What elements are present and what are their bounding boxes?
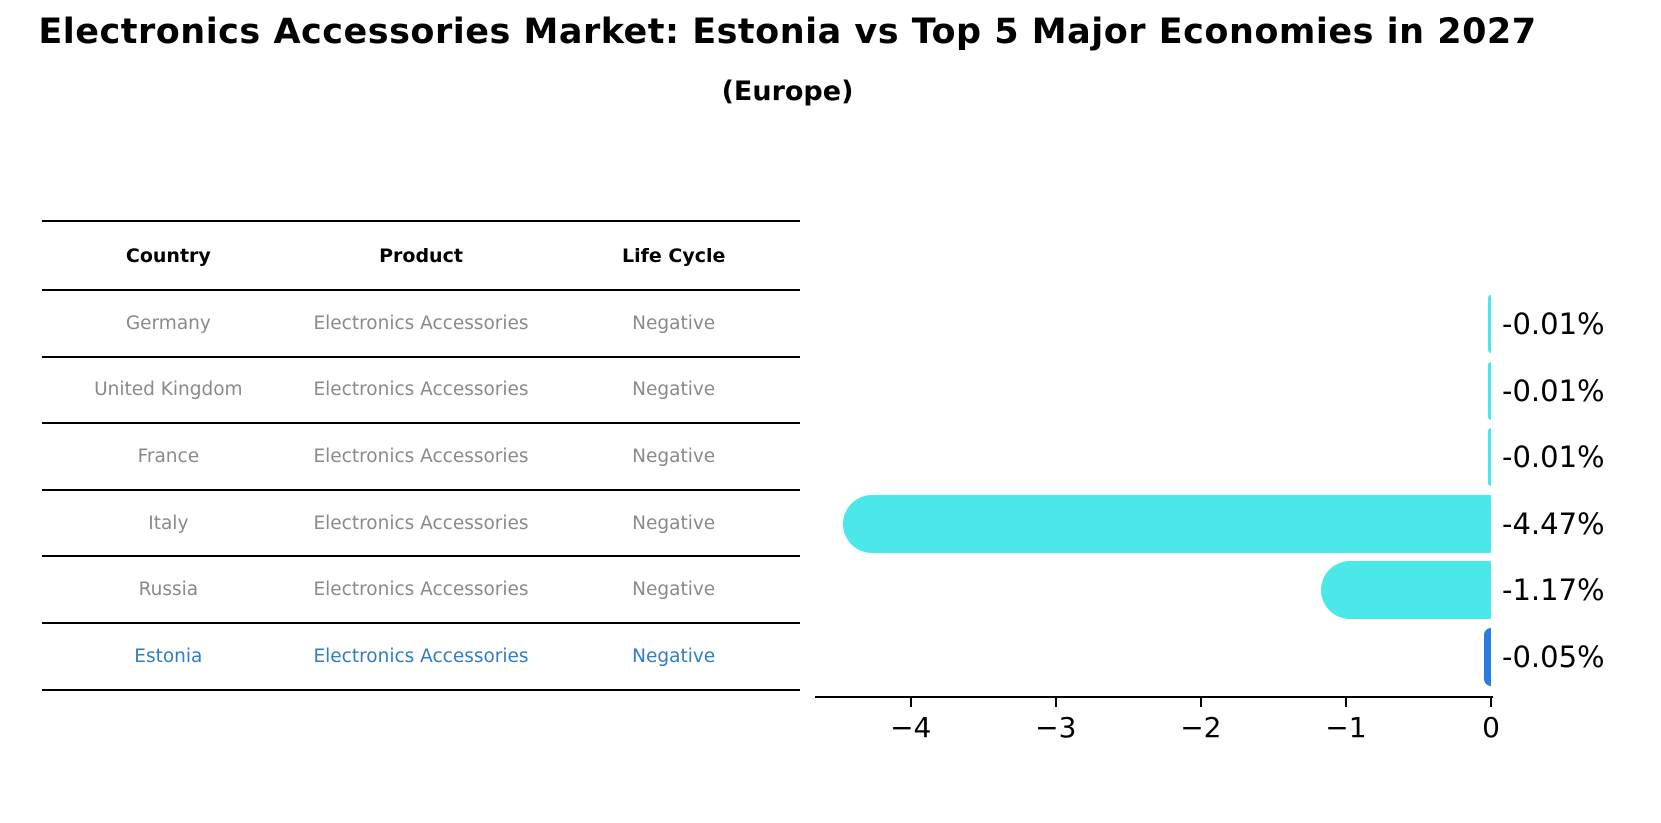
country-table: Country Product Life Cycle Germany Electron… <box>42 220 800 691</box>
chart-subtitle: (Europe) <box>721 76 854 107</box>
bar-value-label: -0.01% <box>1502 307 1605 341</box>
x-tick <box>1344 698 1347 707</box>
table-row: Germany Electronics Accessories Negative <box>42 291 800 358</box>
table-cell-product: Electronics Accessories <box>313 579 529 601</box>
table-cell-country: United Kingdom <box>94 379 243 401</box>
table-cell-country: Estonia <box>134 645 203 667</box>
table-cell-life_cycle: Negative <box>632 645 716 667</box>
table-cell-product: Electronics Accessories <box>313 312 529 334</box>
table-body: Germany Electronics Accessories Negative Un… <box>42 291 800 691</box>
x-tick <box>1490 698 1492 707</box>
table-cell-life_cycle: Negative <box>632 512 716 534</box>
x-tick-label: −1 <box>1325 711 1367 744</box>
table-cell-country: France <box>137 445 200 467</box>
bar-value-label: -1.17% <box>1502 573 1605 608</box>
bar-france <box>1488 428 1491 487</box>
bar-russia <box>1321 561 1491 620</box>
table-header-row: Country Product Life Cycle <box>42 222 800 291</box>
x-axis-line <box>815 696 1493 698</box>
table-cell-product: Electronics Accessories <box>313 512 529 534</box>
table-cell-product: Electronics Accessories <box>313 445 529 467</box>
x-tick-label: −4 <box>890 711 932 744</box>
bar-united-kingdom <box>1488 361 1491 420</box>
table-row: Italy Electronics Accessories Negative <box>42 491 800 558</box>
bar-germany <box>1488 295 1491 353</box>
table-cell-country: Germany <box>125 312 211 334</box>
bar-italy <box>842 494 1491 553</box>
x-tick-label: −3 <box>1035 711 1077 744</box>
table-header-cell: Country <box>125 244 211 267</box>
table-cell-product: Electronics Accessories <box>313 645 529 667</box>
bar-value-label: -0.01% <box>1502 440 1605 475</box>
table-header-cell: Product <box>379 244 463 267</box>
table-row: Russia Electronics Accessories Negative <box>42 557 800 624</box>
table-row: Estonia Electronics Accessories Negative <box>42 624 800 691</box>
bar-estonia <box>1483 628 1491 686</box>
bar-value-label: -4.47% <box>1502 506 1605 541</box>
table-cell-product: Electronics Accessories <box>313 379 529 401</box>
bar-value-label: -0.05% <box>1502 640 1605 674</box>
table-row: United Kingdom Electronics Accessories Neg… <box>42 358 800 425</box>
table-cell-life_cycle: Negative <box>632 445 716 467</box>
x-tick-label: 0 <box>1482 711 1500 744</box>
table-cell-life_cycle: Negative <box>632 312 716 334</box>
x-tick <box>1054 698 1057 707</box>
chart-title: Electronics Accessories Market: Estonia … <box>38 12 1537 52</box>
table-cell-country: Italy <box>148 512 189 534</box>
x-tick-label: −2 <box>1180 711 1222 744</box>
table-row: France Electronics Accessories Negative <box>42 424 800 491</box>
table-cell-life_cycle: Negative <box>632 379 716 401</box>
bar-value-label: -0.01% <box>1502 373 1605 408</box>
table-cell-life_cycle: Negative <box>632 579 716 601</box>
table-cell-country: Russia <box>138 579 199 601</box>
table-header-cell: Life Cycle <box>621 244 726 267</box>
x-tick <box>1199 698 1202 707</box>
x-tick <box>909 698 912 707</box>
